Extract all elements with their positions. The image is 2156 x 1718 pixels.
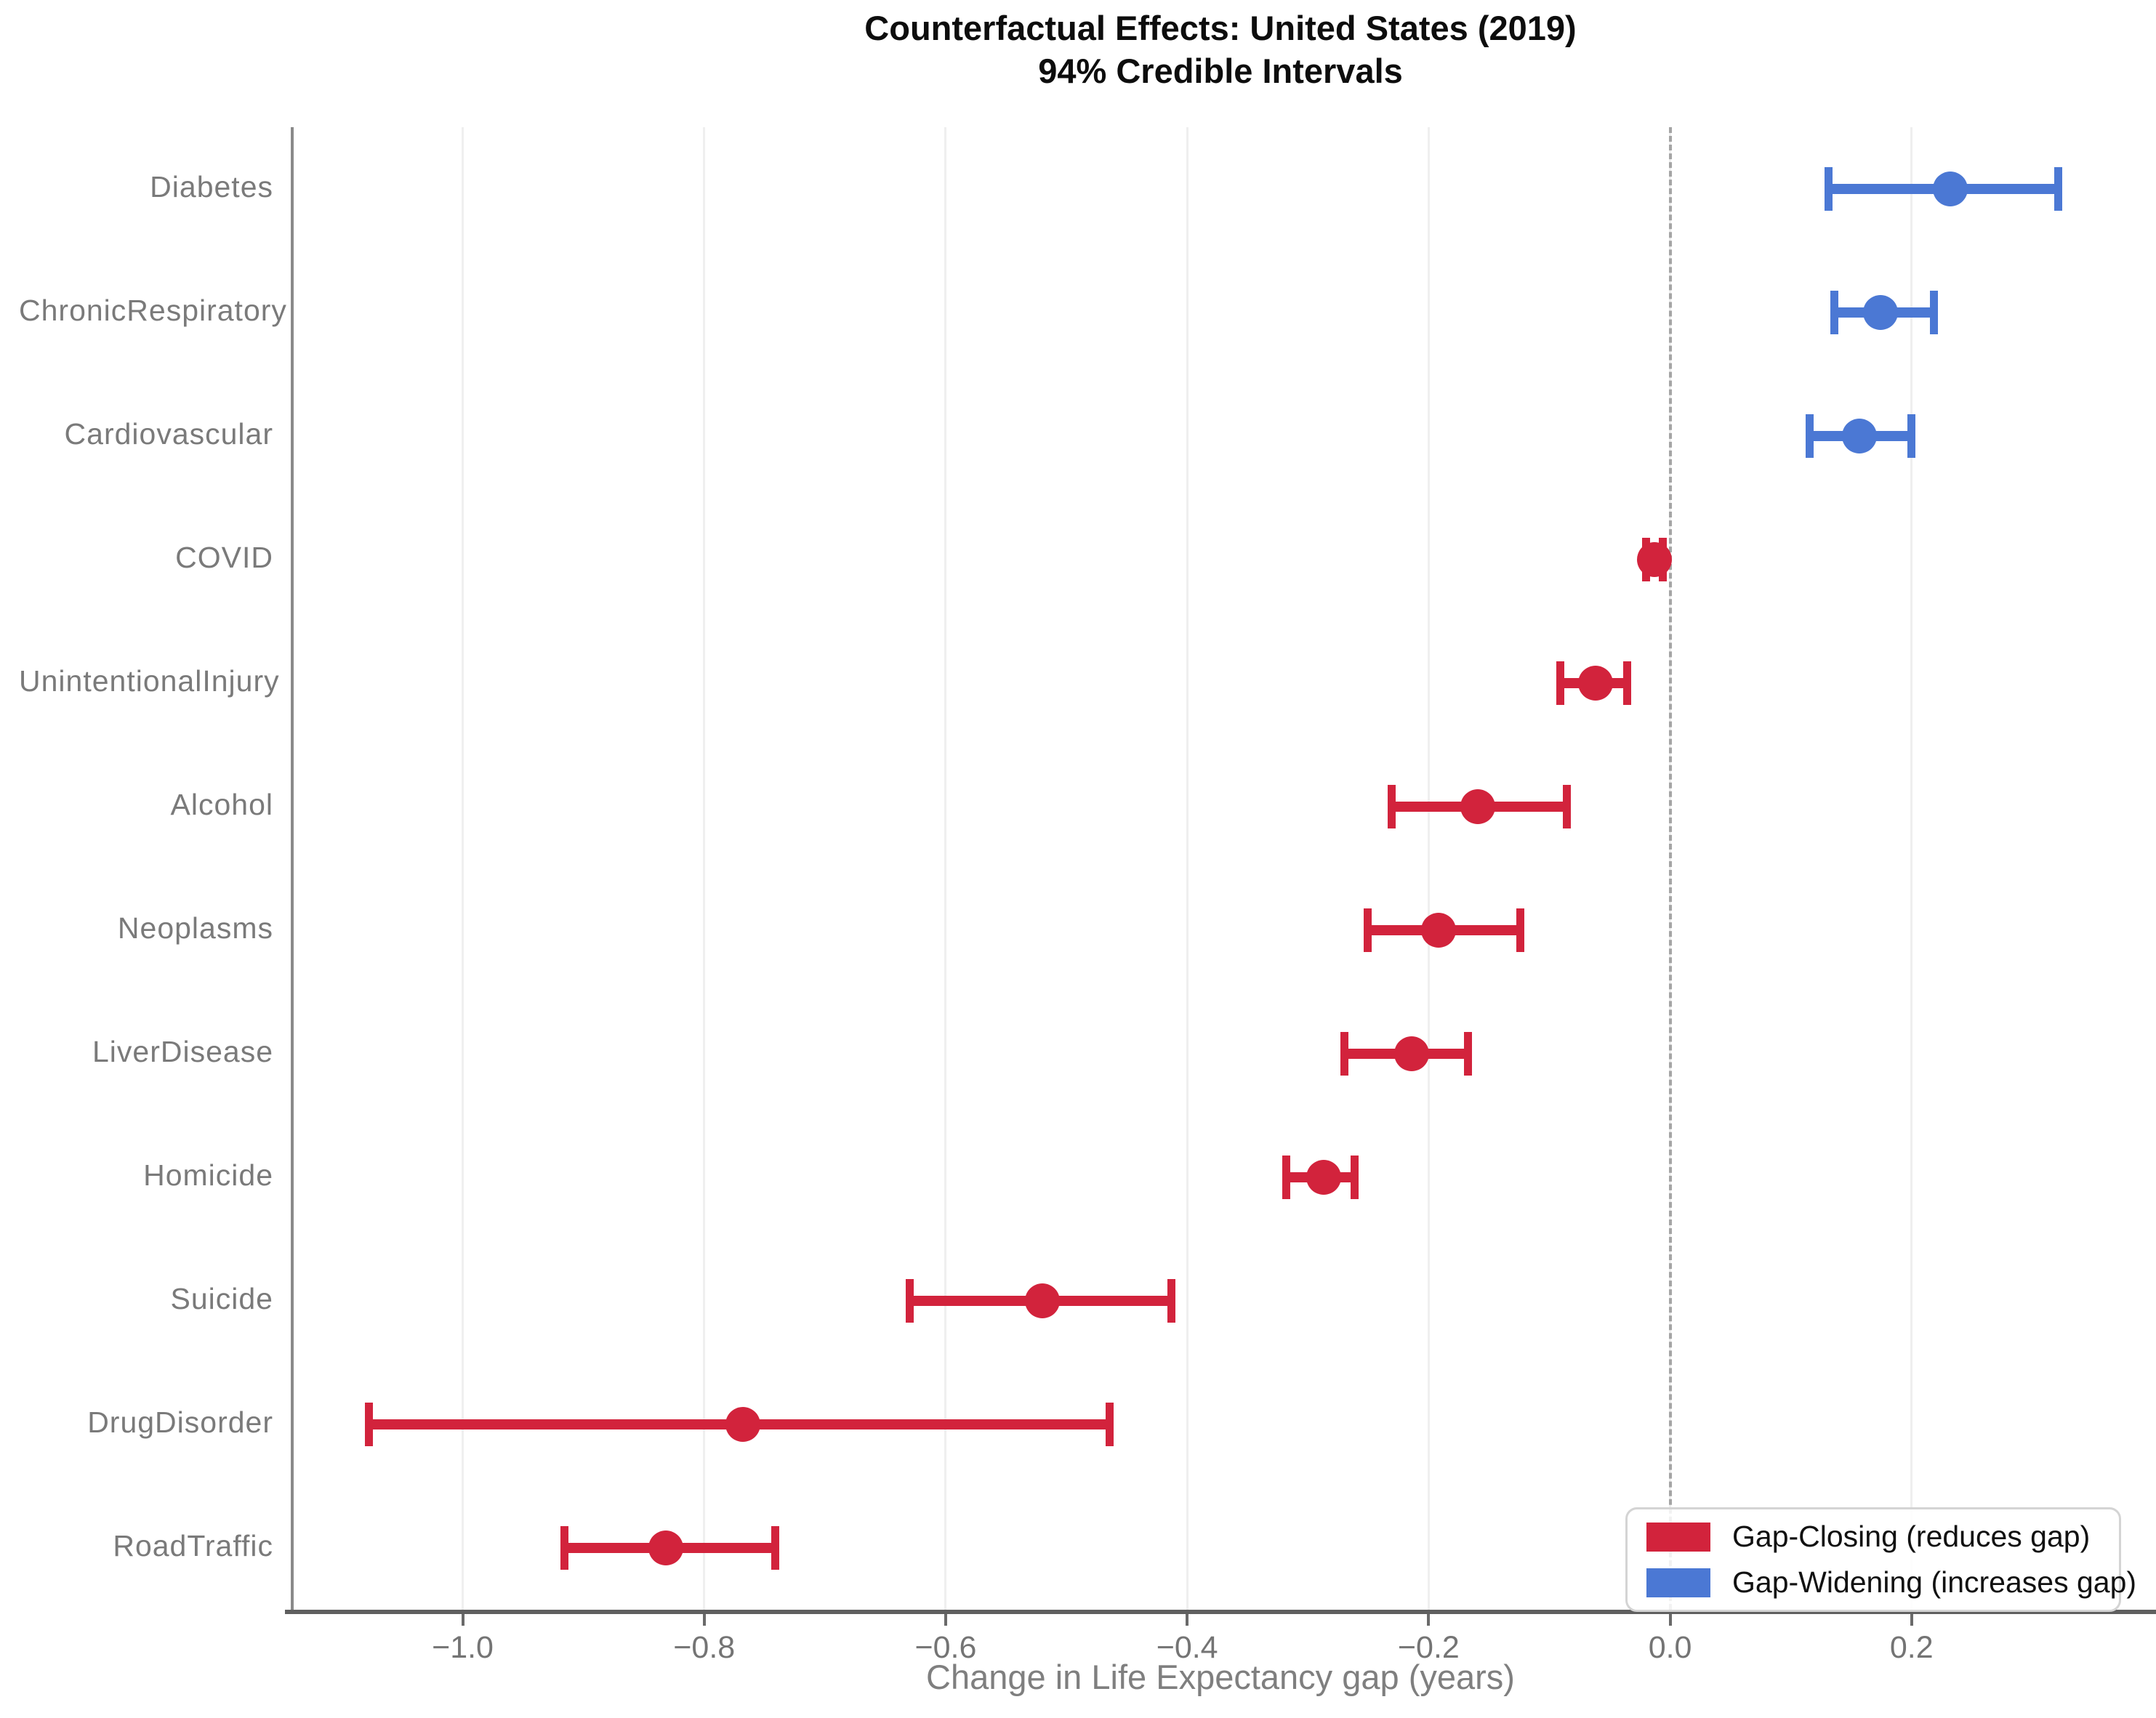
gridline-x-0.2 xyxy=(1910,127,1913,1610)
point-estimate-Neoplasms xyxy=(1420,913,1456,948)
chart-title-line1: Counterfactual Effects: United States (2… xyxy=(864,9,1577,47)
errorbar-cap-upper-Diabetes xyxy=(2054,167,2063,211)
errorbar-cap-lower-DrugDisorder xyxy=(364,1403,373,1446)
errorbar-cap-upper-RoadTraffic xyxy=(771,1526,779,1570)
x-axis-spine xyxy=(285,1610,2156,1614)
legend-entry-widening: Gap-Widening (increases gap) xyxy=(1646,1565,2136,1600)
legend-entry-closing: Gap-Closing (reduces gap) xyxy=(1646,1520,2100,1554)
y-tick-label-DrugDisorder: DrugDisorder xyxy=(87,1406,273,1439)
y-tick-label-ChronicRespiratory: ChronicRespiratory xyxy=(19,294,287,327)
chart-title: Counterfactual Effects: United States (2… xyxy=(291,7,2150,93)
errorbar-cap-upper-Cardiovascular xyxy=(1907,414,1915,458)
y-tick-label-Diabetes: Diabetes xyxy=(150,170,273,203)
x-tick-mark xyxy=(461,1614,464,1626)
legend-label-widening: Gap-Widening (increases gap) xyxy=(1732,1565,2137,1599)
errorbar-cap-lower-Homicide xyxy=(1282,1156,1291,1199)
errorbar-cap-upper-Suicide xyxy=(1167,1279,1175,1323)
point-estimate-Suicide xyxy=(1024,1283,1060,1318)
point-estimate-DrugDisorder xyxy=(725,1407,760,1442)
x-tick-mark xyxy=(1186,1614,1189,1626)
legend: Gap-Closing (reduces gap) Gap-Widening (i… xyxy=(1625,1507,2136,1612)
gridline-x-−1.0 xyxy=(462,127,464,1610)
gridline-x-−0.2 xyxy=(1427,127,1430,1610)
errorbar-cap-lower-Neoplasms xyxy=(1363,908,1372,952)
x-tick-mark xyxy=(702,1614,706,1626)
y-tick-label-Suicide: Suicide xyxy=(170,1282,273,1315)
errorbar-cap-upper-LiverDisease xyxy=(1464,1032,1473,1076)
y-tick-label-Neoplasms: Neoplasms xyxy=(117,911,273,945)
gridline-x-−0.6 xyxy=(944,127,947,1610)
x-tick-mark xyxy=(1910,1614,1913,1626)
errorbar-cap-upper-UnintentionalInjury xyxy=(1623,661,1632,705)
point-estimate-Alcohol xyxy=(1460,789,1496,824)
point-estimate-Diabetes xyxy=(1932,172,1968,206)
legend-label-closing: Gap-Closing (reduces gap) xyxy=(1732,1520,2091,1553)
y-tick-label-RoadTraffic: RoadTraffic xyxy=(113,1529,273,1562)
x-tick-mark xyxy=(944,1614,947,1626)
zero-reference-line xyxy=(1668,127,1672,1610)
x-axis-label: Change in Life Expectancy gap (years) xyxy=(926,1658,1515,1696)
point-estimate-LiverDisease xyxy=(1394,1036,1430,1071)
errorbar-cap-lower-Suicide xyxy=(906,1279,914,1323)
errorbar-cap-upper-Neoplasms xyxy=(1516,908,1524,952)
gridline-x-−0.4 xyxy=(1186,127,1188,1610)
errorbar-cap-upper-DrugDisorder xyxy=(1105,1403,1114,1446)
x-tick-mark xyxy=(1668,1614,1672,1626)
y-tick-label-LiverDisease: LiverDisease xyxy=(92,1035,273,1068)
chart-title-line2: 94% Credible Intervals xyxy=(1038,51,1403,90)
errorbar-cap-lower-LiverDisease xyxy=(1340,1032,1349,1076)
x-tick-label: −0.8 xyxy=(673,1630,736,1665)
errorbar-cap-lower-RoadTraffic xyxy=(560,1526,569,1570)
legend-swatch-closing xyxy=(1646,1522,1710,1552)
errorbar-cap-upper-Homicide xyxy=(1351,1156,1359,1199)
plot-area: −1.0 −0.8 −0.6 −0.4 −0.2 0.0 0.2 Diabetes Chroni… xyxy=(19,127,2153,1665)
y-tick-label-UnintentionalInjury: UnintentionalInjury xyxy=(19,664,280,698)
x-tick-mark xyxy=(1427,1614,1431,1626)
point-estimate-RoadTraffic xyxy=(648,1531,683,1565)
point-estimate-COVID xyxy=(1636,542,1672,577)
point-estimate-UnintentionalInjury xyxy=(1577,666,1613,701)
errorbar-cap-upper-ChronicRespiratory xyxy=(1930,291,1939,334)
x-tick-label: −0.2 xyxy=(1397,1630,1460,1665)
y-tick-label-Cardiovascular: Cardiovascular xyxy=(64,417,273,451)
x-tick-label: 0.2 xyxy=(1889,1630,1934,1665)
point-estimate-ChronicRespiratory xyxy=(1862,295,1898,330)
x-tick-label: −1.0 xyxy=(432,1630,494,1665)
x-tick-label: −0.6 xyxy=(914,1630,977,1665)
gridline-x-−0.8 xyxy=(703,127,706,1610)
legend-swatch-widening xyxy=(1646,1568,1710,1597)
x-tick-label: −0.4 xyxy=(1156,1630,1218,1665)
point-estimate-Homicide xyxy=(1306,1160,1341,1195)
y-tick-label-Alcohol: Alcohol xyxy=(170,788,273,821)
errorbar-cap-lower-ChronicRespiratory xyxy=(1830,291,1839,334)
errorbar-cap-lower-UnintentionalInjury xyxy=(1556,661,1565,705)
errorbar-cap-lower-Cardiovascular xyxy=(1805,414,1814,458)
point-estimate-Cardiovascular xyxy=(1842,419,1878,453)
y-tick-label-Homicide: Homicide xyxy=(143,1158,273,1192)
x-tick-label: 0.0 xyxy=(1648,1630,1692,1665)
y-tick-label-COVID: COVID xyxy=(175,541,273,574)
errorbar-cap-lower-Diabetes xyxy=(1825,167,1833,211)
errorbar-cap-upper-Alcohol xyxy=(1563,785,1572,828)
errorbar-cap-lower-Alcohol xyxy=(1387,785,1396,828)
